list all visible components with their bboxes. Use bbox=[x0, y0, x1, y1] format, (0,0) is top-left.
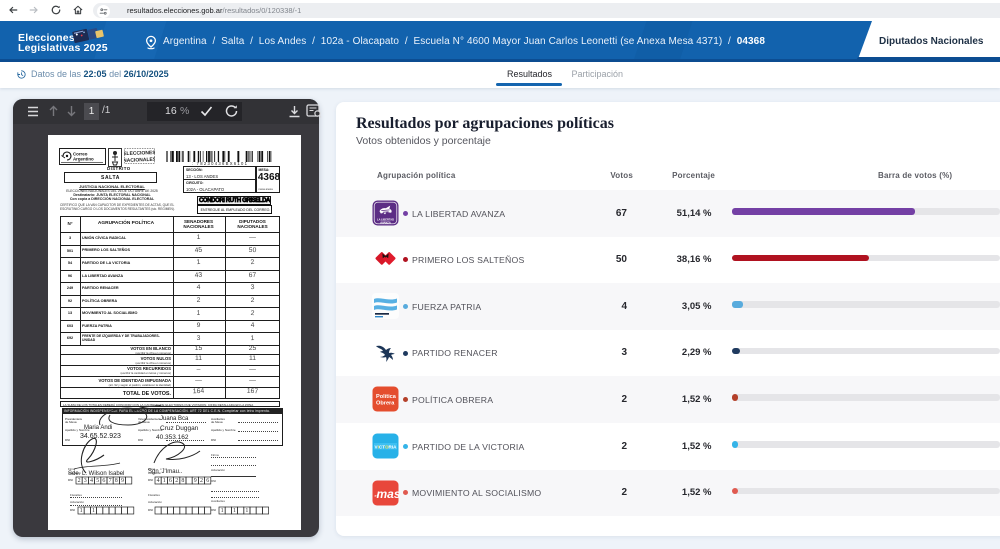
svg-text:2: 2 bbox=[175, 478, 178, 484]
svg-text:4: 4 bbox=[157, 478, 160, 484]
svg-text:4: 4 bbox=[90, 478, 93, 484]
svg-text:mas: mas bbox=[377, 487, 400, 501]
svg-text:Correo: Correo bbox=[73, 152, 88, 157]
svg-text:6: 6 bbox=[206, 478, 209, 484]
svg-text:7: 7 bbox=[109, 478, 112, 484]
svg-text:1: 1 bbox=[245, 508, 248, 514]
svg-text:3: 3 bbox=[84, 478, 87, 484]
svg-text:1: 1 bbox=[80, 508, 83, 514]
svg-text:9: 9 bbox=[194, 478, 197, 484]
svg-text:NACIONALES: NACIONALES bbox=[124, 157, 155, 164]
svg-text:1: 1 bbox=[163, 478, 166, 484]
svg-text:1: 1 bbox=[233, 508, 236, 514]
svg-text:9: 9 bbox=[121, 478, 124, 484]
svg-text:el: el bbox=[375, 493, 378, 498]
svg-text:ELECCIONES: ELECCIONES bbox=[124, 150, 155, 157]
svg-text:1: 1 bbox=[221, 508, 224, 514]
svg-text:Argentino: Argentino bbox=[73, 157, 94, 162]
svg-text:1: 1 bbox=[92, 508, 95, 514]
svg-text:6: 6 bbox=[169, 478, 172, 484]
svg-text:AVANZA: AVANZA bbox=[380, 221, 391, 225]
svg-text:VICTORIA: VICTORIA bbox=[375, 444, 398, 449]
svg-text:8: 8 bbox=[115, 478, 118, 484]
svg-text:Obrera: Obrera bbox=[376, 401, 395, 407]
svg-text:Política: Política bbox=[376, 394, 397, 400]
svg-text:2: 2 bbox=[200, 478, 203, 484]
svg-text:8: 8 bbox=[181, 478, 184, 484]
svg-text:5: 5 bbox=[96, 478, 99, 484]
svg-text:LA LIBERTAD: LA LIBERTAD bbox=[377, 218, 394, 222]
svg-text:6: 6 bbox=[102, 478, 105, 484]
svg-text:2: 2 bbox=[78, 478, 81, 484]
